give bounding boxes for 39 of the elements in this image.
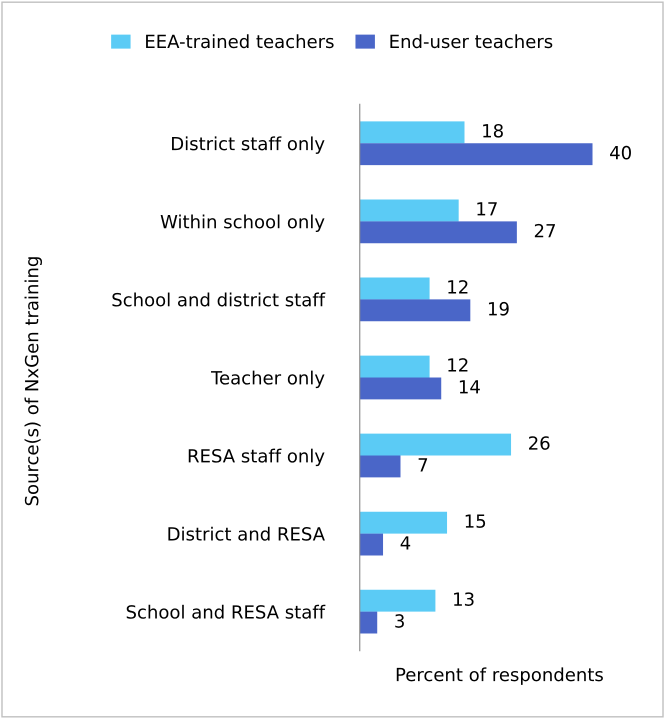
y-tick-label: School and district staff — [112, 292, 326, 307]
data-label: 4 — [400, 536, 410, 550]
bar — [360, 590, 436, 612]
bar — [360, 377, 442, 400]
data-label: 17 — [477, 202, 497, 216]
y-tick-label: RESA staff only — [188, 448, 325, 466]
bar — [360, 456, 400, 478]
legend-label: EEA-trained teachers — [146, 34, 334, 48]
data-label: 26 — [529, 436, 550, 450]
data-label: 19 — [488, 302, 509, 316]
bar — [360, 512, 448, 534]
y-tick-label: Within school only — [160, 214, 325, 232]
legend-label: End-user teachers — [390, 34, 552, 48]
data-label: 27 — [534, 224, 555, 238]
bar — [360, 121, 465, 144]
y-axis-title: Source(s) of NxGen training — [24, 257, 42, 506]
data-label: 3 — [395, 614, 404, 628]
x-axis-title: Percent of respondents — [396, 667, 603, 685]
data-label: 15 — [466, 514, 486, 528]
y-tick-label: District staff only — [172, 136, 325, 154]
data-label: 40 — [610, 146, 631, 160]
bar — [360, 434, 512, 456]
y-tick-label: District and RESA — [168, 526, 325, 541]
bar — [360, 278, 430, 300]
bar — [360, 612, 378, 634]
bar — [360, 356, 430, 378]
bar — [360, 143, 593, 166]
data-label: 18 — [483, 124, 503, 138]
data-label: 13 — [454, 592, 474, 606]
bar — [360, 221, 517, 244]
y-tick-label: School and RESA staff — [126, 604, 326, 619]
bar — [360, 299, 470, 322]
data-label: 12 — [448, 280, 468, 294]
bar — [360, 199, 459, 222]
y-tick-label: Teacher only — [211, 370, 325, 388]
data-label: 7 — [418, 458, 428, 472]
data-label: 14 — [460, 380, 480, 394]
data-label: 12 — [448, 358, 468, 372]
bar — [360, 534, 384, 556]
